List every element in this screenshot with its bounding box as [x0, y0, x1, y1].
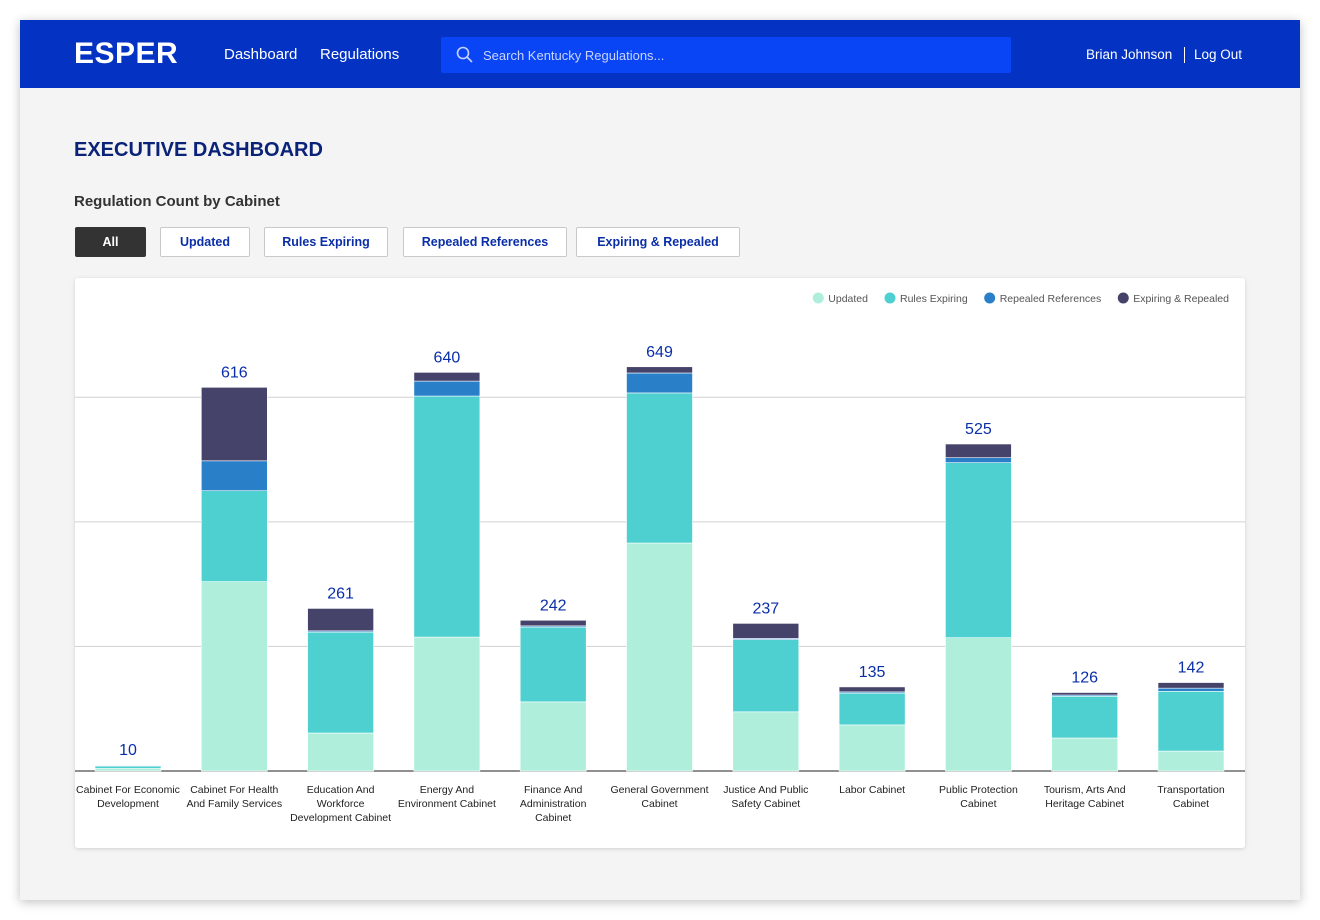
total-label: 525: [965, 421, 992, 438]
search-placeholder: Search Kentucky Regulations...: [483, 48, 665, 63]
bar-segment: [732, 639, 800, 713]
bar-segment: [201, 490, 268, 582]
total-label: 237: [752, 600, 779, 617]
bar-segment: [413, 372, 481, 382]
legend-item: Updated: [812, 292, 868, 305]
bar-segment: [307, 732, 374, 772]
filter-button[interactable]: All: [75, 227, 146, 257]
bar-segment: [201, 460, 268, 492]
total-label: 142: [1178, 660, 1205, 677]
bar-segment: [413, 380, 481, 397]
bar-segment: [201, 581, 268, 772]
legend-label: Repealed References: [1000, 293, 1102, 305]
bar-segment: [94, 764, 162, 766]
x-tick-label: Transportation Cabinet: [1157, 784, 1224, 810]
header: ESPER Dashboard Regulations Search Kentu…: [20, 20, 1300, 88]
legend-swatch: [812, 292, 824, 304]
bar-segment: [1157, 690, 1225, 752]
separator: [1184, 47, 1185, 63]
total-label: 616: [221, 364, 248, 381]
x-tick-label: Cabinet For Economic Development: [76, 784, 180, 810]
filter-button[interactable]: Updated: [160, 227, 250, 257]
bar-segment: [732, 711, 800, 772]
search-box[interactable]: Search Kentucky Regulations...: [441, 37, 1011, 73]
bar-segment: [307, 608, 374, 632]
nav-link[interactable]: Regulations: [320, 46, 400, 63]
legend-swatch: [1117, 292, 1129, 304]
x-tick-label: Education And Workforce Development Cabine…: [290, 784, 391, 824]
x-tick-label: Cabinet For Health And Family Services: [186, 784, 282, 810]
section-title: Regulation Count by Cabinet: [74, 193, 280, 210]
bar-segment: [307, 631, 374, 734]
x-tick-label: Justice And Public Safety Cabinet: [723, 784, 808, 810]
bar-segment: [838, 692, 906, 726]
bar-segment: [519, 626, 587, 703]
bar-segment: [626, 372, 693, 394]
bar-segment: [519, 619, 587, 627]
bar-segment: [1051, 737, 1119, 772]
bar-segment: [838, 686, 906, 693]
bar-segment: [626, 392, 693, 544]
bar-segment: [1157, 687, 1225, 692]
x-tick-label: Energy And Environment Cabinet: [398, 784, 496, 810]
bar-segment: [94, 765, 162, 769]
filter-button[interactable]: Repealed References: [403, 227, 567, 257]
bar-segment: [626, 366, 693, 374]
user-name[interactable]: Brian Johnson: [1086, 47, 1173, 62]
total-label: 261: [327, 585, 354, 602]
page-title: EXECUTIVE DASHBOARD: [74, 139, 323, 161]
legend-label: Expiring & Repealed: [1133, 293, 1229, 305]
legend-item: Expiring & Repealed: [1117, 292, 1229, 305]
legend-swatch: [884, 292, 896, 304]
bar-segment: [626, 542, 693, 772]
total-label: 126: [1071, 670, 1098, 687]
total-label: 242: [540, 597, 567, 614]
x-tick-label: Finance And Administration Cabinet: [520, 784, 587, 824]
bar-segment: [1157, 682, 1225, 689]
bar-segment: [945, 637, 1012, 772]
chart: 10 Cabinet For Economic Development 616 Cabi…: [75, 292, 1245, 824]
bar-segment: [94, 768, 162, 772]
legend-label: Updated: [828, 293, 868, 305]
bar-segment: [945, 462, 1012, 639]
bar-segment: [1157, 750, 1225, 772]
total-label: 10: [119, 742, 137, 759]
legend-label: Rules Expiring: [900, 293, 968, 305]
x-tick-label: Tourism, Arts And Heritage Cabinet: [1044, 784, 1126, 810]
bar-segment: [1051, 692, 1119, 696]
app: ESPER Dashboard Regulations Search Kentu…: [20, 20, 1300, 900]
filter-button[interactable]: Rules Expiring: [264, 227, 388, 257]
bar-segment: [1051, 695, 1119, 739]
bar-segment: [945, 443, 1012, 459]
bar-segment: [945, 457, 1012, 463]
bar-segment: [732, 623, 800, 639]
logout-link[interactable]: Log Out: [1194, 47, 1243, 62]
x-tick-label: General Government Cabinet: [610, 784, 708, 810]
bar-segment: [413, 395, 481, 638]
x-tick-label: Public Protection Cabinet: [939, 784, 1018, 810]
legend-item: Rules Expiring: [884, 292, 968, 305]
bar-segment: [838, 724, 906, 772]
total-label: 649: [646, 344, 673, 361]
bar-segment: [201, 387, 268, 462]
bar-segment: [413, 636, 481, 772]
filter-button[interactable]: Expiring & Repealed: [576, 227, 740, 257]
bar-segment: [519, 701, 587, 772]
search-icon: [456, 46, 473, 63]
x-tick-label: Labor Cabinet: [839, 784, 905, 796]
logo[interactable]: ESPER: [74, 37, 179, 70]
legend-item: Repealed References: [984, 292, 1102, 305]
nav-link[interactable]: Dashboard: [224, 46, 298, 63]
legend-swatch: [984, 292, 996, 304]
chart-card: 10 Cabinet For Economic Development 616 Cabi…: [75, 278, 1245, 848]
total-label: 135: [859, 664, 886, 681]
total-label: 640: [434, 349, 461, 366]
